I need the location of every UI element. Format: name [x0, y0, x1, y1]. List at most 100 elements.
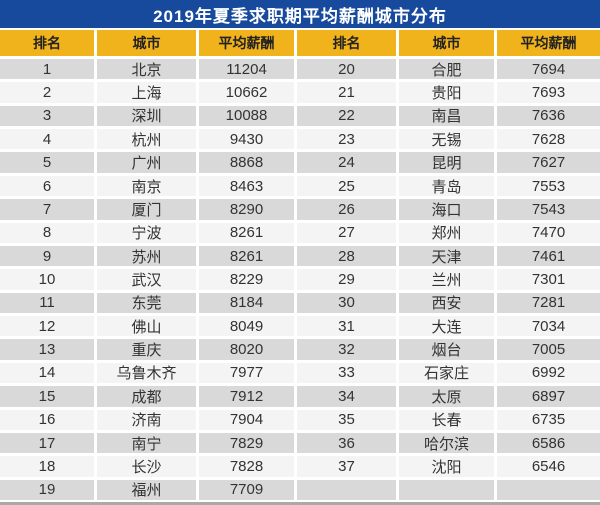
- column-header: 平均薪酬: [199, 30, 294, 56]
- table-cell: 8020: [199, 339, 294, 360]
- table-cell: 苏州: [97, 245, 196, 267]
- table-cell: 长沙: [97, 456, 196, 477]
- table-cell: 郑州: [399, 222, 494, 243]
- table-cell: 乌鲁木齐: [97, 362, 196, 384]
- page-title: 2019年夏季求职期平均薪酬城市分布: [153, 6, 447, 26]
- table-cell: 6992: [497, 362, 600, 384]
- table-cell: 34: [297, 386, 396, 407]
- table-cell: 佛山: [97, 316, 196, 337]
- table-cell: 海口: [399, 199, 494, 220]
- table-cell: 6: [0, 175, 94, 197]
- table-cell: 20: [297, 59, 396, 80]
- table-cell: 宁波: [97, 222, 196, 243]
- table-cell: 16: [0, 409, 94, 430]
- table-cell: [297, 479, 396, 500]
- table-cell: 7543: [497, 199, 600, 220]
- table-cell: 7829: [199, 432, 294, 454]
- table-cell: 厦门: [97, 199, 196, 220]
- table-cell: 14: [0, 362, 94, 384]
- table-cell: [497, 479, 600, 500]
- table-cell: 沈阳: [399, 456, 494, 477]
- table-cell: 11: [0, 292, 94, 314]
- table-cell: 8261: [199, 222, 294, 243]
- column-header: 平均薪酬: [497, 30, 600, 56]
- table-cell: 7461: [497, 245, 600, 267]
- table-cell: 8463: [199, 175, 294, 197]
- table-cell: 18: [0, 456, 94, 477]
- table-cell: 27: [297, 222, 396, 243]
- table-cell: 29: [297, 269, 396, 290]
- table-cell: 7628: [497, 129, 600, 150]
- table-cell: 3: [0, 105, 94, 127]
- table-cell: 30: [297, 292, 396, 314]
- table-cell: 6586: [497, 432, 600, 454]
- table-cell: 上海: [97, 82, 196, 103]
- table-cell: 9430: [199, 129, 294, 150]
- table-cell: 深圳: [97, 105, 196, 127]
- table-cell: 7694: [497, 59, 600, 80]
- table-cell: 7: [0, 199, 94, 220]
- table-cell: 广州: [97, 152, 196, 173]
- table-cell: 33: [297, 362, 396, 384]
- table-cell: 7636: [497, 105, 600, 127]
- table-cell: 无锡: [399, 129, 494, 150]
- table-cell: 重庆: [97, 339, 196, 360]
- table-cell: 12: [0, 316, 94, 337]
- table-cell: 8049: [199, 316, 294, 337]
- table-cell: 8184: [199, 292, 294, 314]
- table-cell: 太原: [399, 386, 494, 407]
- table-cell: 15: [0, 386, 94, 407]
- salary-table: 排名 城市 平均薪酬 排名 城市 平均薪酬 1 北京 11204 20 合肥 7694 2 上海 10662…: [0, 30, 600, 500]
- table-cell: 7553: [497, 175, 600, 197]
- table-cell: 天津: [399, 245, 494, 267]
- table-cell: 10: [0, 269, 94, 290]
- table-cell: 7005: [497, 339, 600, 360]
- table-cell: 6546: [497, 456, 600, 477]
- table-cell: 22: [297, 105, 396, 127]
- table-cell: 5: [0, 152, 94, 173]
- table-cell: 7977: [199, 362, 294, 384]
- table-cell: 21: [297, 82, 396, 103]
- table-cell: 烟台: [399, 339, 494, 360]
- table-cell: 7904: [199, 409, 294, 430]
- table-cell: 37: [297, 456, 396, 477]
- table-cell: 武汉: [97, 269, 196, 290]
- table-cell: 25: [297, 175, 396, 197]
- table-cell: 35: [297, 409, 396, 430]
- column-header: 城市: [97, 30, 196, 56]
- table-cell: 贵阳: [399, 82, 494, 103]
- table-cell: 7828: [199, 456, 294, 477]
- table-cell: 石家庄: [399, 362, 494, 384]
- table-cell: 大连: [399, 316, 494, 337]
- table-cell: 福州: [97, 479, 196, 500]
- table-cell: 兰州: [399, 269, 494, 290]
- table-cell: 合肥: [399, 59, 494, 80]
- table-cell: 8229: [199, 269, 294, 290]
- title-bar: 2019年夏季求职期平均薪酬城市分布: [0, 0, 600, 28]
- table-cell: 西安: [399, 292, 494, 314]
- table-cell: 17: [0, 432, 94, 454]
- table-cell: 北京: [97, 59, 196, 80]
- table-cell: 19: [0, 479, 94, 500]
- table-cell: 9: [0, 245, 94, 267]
- table-cell: 7281: [497, 292, 600, 314]
- column-header: 城市: [399, 30, 494, 56]
- table-cell: 31: [297, 316, 396, 337]
- table-cell: 24: [297, 152, 396, 173]
- table-cell: 1: [0, 59, 94, 80]
- table-cell: 28: [297, 245, 396, 267]
- table-cell: 10088: [199, 105, 294, 127]
- table-cell: 32: [297, 339, 396, 360]
- table-cell: 13: [0, 339, 94, 360]
- table-cell: 2: [0, 82, 94, 103]
- table-cell: 济南: [97, 409, 196, 430]
- table-cell: 长春: [399, 409, 494, 430]
- table-cell: 成都: [97, 386, 196, 407]
- table-cell: 36: [297, 432, 396, 454]
- table-cell: 青岛: [399, 175, 494, 197]
- table-cell: 26: [297, 199, 396, 220]
- table-cell: 6735: [497, 409, 600, 430]
- table-cell: 7470: [497, 222, 600, 243]
- table-cell: 6897: [497, 386, 600, 407]
